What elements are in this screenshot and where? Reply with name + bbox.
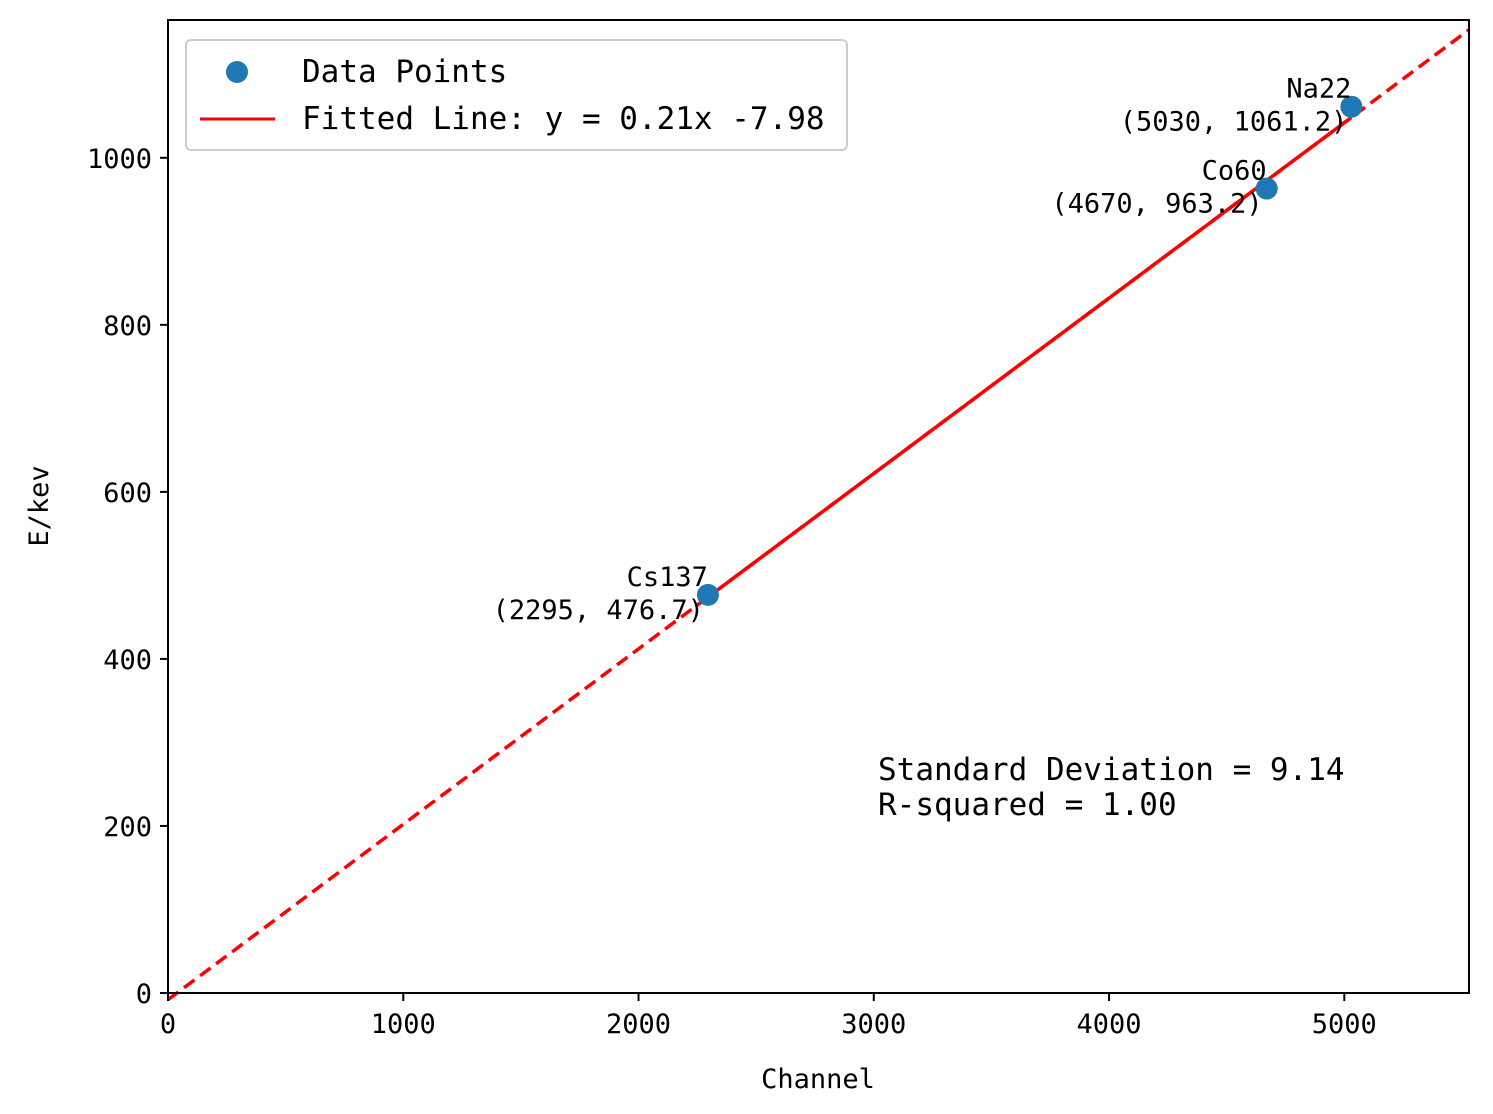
- x-axis-label: Channel: [761, 1064, 875, 1095]
- point-name-label: Na22: [1286, 74, 1351, 105]
- annotation-layer: Cs137(2295, 476.7) Co60(4670, 963.2) Na22(…: [493, 74, 1352, 626]
- data-point-na22: [1340, 95, 1363, 118]
- y-tick-label: 200: [103, 812, 152, 843]
- x-axis-ticks: 0 1000 2000 3000 4000 5000: [160, 993, 1377, 1040]
- x-tick-label: 2000: [606, 1009, 671, 1040]
- y-axis-label: E/kev: [24, 465, 55, 546]
- legend: Data Points Fitted Line: y = 0.21x -7.98: [185, 39, 848, 151]
- x-tick-label: 5000: [1312, 1009, 1377, 1040]
- plot-frame: [167, 19, 1470, 994]
- x-tick-label: 3000: [841, 1009, 906, 1040]
- y-tick-label: 1000: [87, 144, 152, 175]
- y-tick-label: 800: [103, 311, 152, 342]
- y-axis-ticks: 0 200 400 600 800 1000: [87, 144, 168, 1010]
- legend-box: [185, 39, 848, 151]
- plot-background: [168, 20, 1469, 993]
- point-coord-label: (4670, 963.2): [1051, 189, 1262, 220]
- data-point-cs137: [696, 583, 719, 606]
- point-name-label: Cs137: [627, 562, 708, 593]
- x-tick-label: 0: [160, 1009, 176, 1040]
- std-dev-annotation: Standard Deviation = 9.14: [878, 752, 1345, 788]
- y-tick-label: 400: [103, 645, 152, 676]
- points-layer: [696, 95, 1363, 606]
- data-point-co60: [1255, 177, 1278, 200]
- point-name-label: Co60: [1202, 156, 1267, 187]
- y-tick-label: 0: [136, 979, 152, 1010]
- x-tick-label: 1000: [371, 1009, 436, 1040]
- point-coord-label: (5030, 1061.2): [1120, 107, 1348, 138]
- fit-layer: [166, 28, 1471, 1002]
- x-tick-label: 4000: [1077, 1009, 1142, 1040]
- legend-scatter-marker: [226, 61, 248, 83]
- point-coord-label: (2295, 476.7): [493, 595, 704, 626]
- legend-label-data-points: Data Points: [302, 54, 507, 90]
- r-squared-annotation: R-squared = 1.00: [878, 787, 1177, 823]
- y-tick-label: 600: [103, 478, 152, 509]
- legend-label-fitted-line: Fitted Line: y = 0.21x -7.98: [302, 101, 825, 137]
- fit-line-solid: [706, 116, 1353, 599]
